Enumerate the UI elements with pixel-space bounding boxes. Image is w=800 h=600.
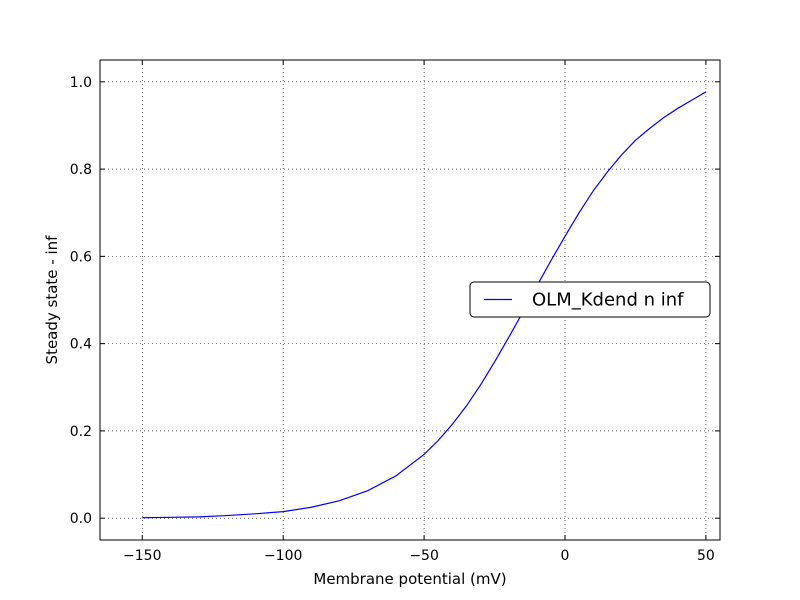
y-tick-label: 0.4 (70, 337, 92, 353)
x-tick-label: 0 (561, 548, 570, 564)
y-tick-label: 1.0 (70, 75, 92, 91)
y-tick-label: 0.0 (70, 511, 92, 527)
y-tick-label: 0.2 (70, 424, 92, 440)
plot-frame (99, 59, 721, 541)
y-axis-title: Steady state - inf (43, 235, 61, 365)
series-layer (142, 91, 707, 519)
x-axis-title: Membrane potential (mV) (313, 570, 506, 588)
y-tick-label: 0.8 (70, 162, 92, 178)
x-tick-label: −100 (264, 548, 302, 564)
x-tick-label: −150 (123, 548, 161, 564)
x-tick-label: 50 (697, 548, 715, 564)
y-tick-label: 0.6 (70, 249, 92, 265)
legend-label: OLM_Kdend n inf (532, 290, 684, 311)
ticks: −150 −100 −50 0 50 0.0 0.2 0.4 0.6 0.8 1.0 (70, 60, 720, 564)
grid (100, 60, 720, 540)
legend: OLM_Kdend n inf (469, 281, 711, 318)
series-line (142, 91, 707, 519)
legend-box (469, 281, 711, 318)
x-tick-label: −50 (409, 548, 439, 564)
